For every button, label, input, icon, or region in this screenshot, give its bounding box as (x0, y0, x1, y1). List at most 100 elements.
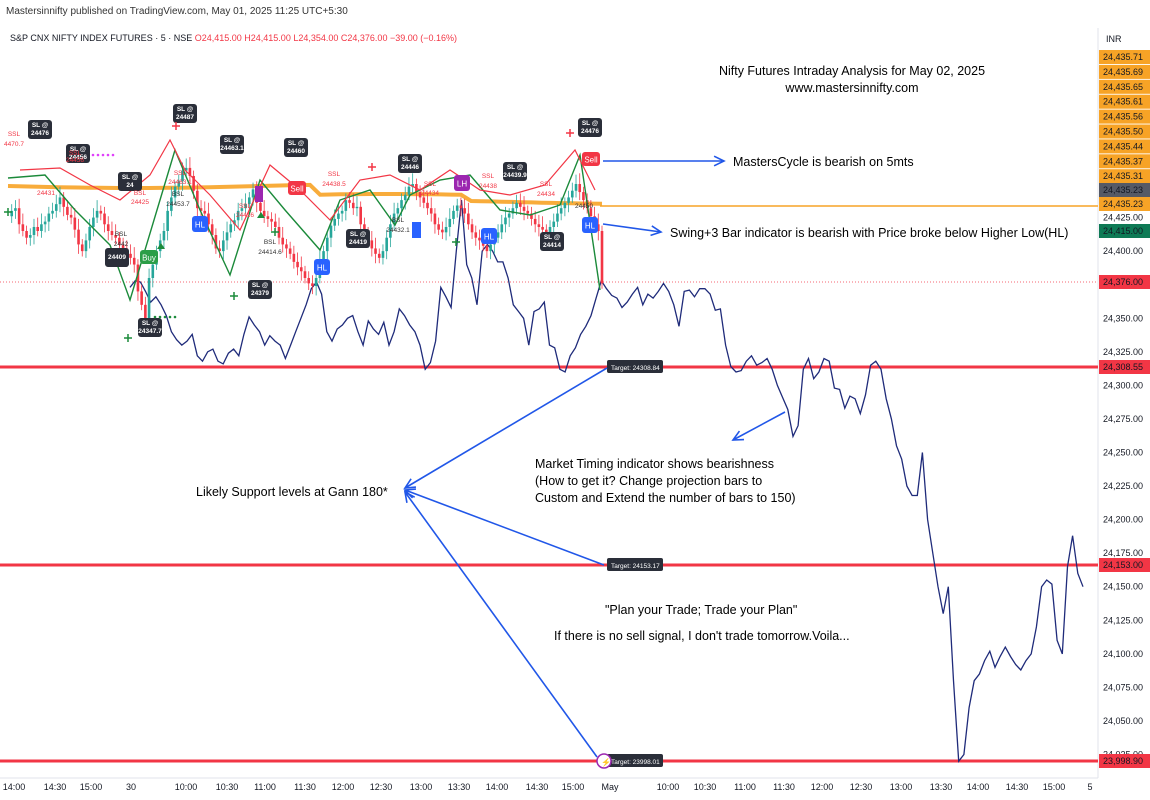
candle (69, 206, 73, 225)
candle (177, 174, 181, 195)
candle (233, 213, 236, 231)
candle (385, 229, 388, 260)
candle (162, 222, 166, 249)
candle-body (578, 184, 582, 193)
candle-body (322, 251, 325, 260)
candle (40, 213, 43, 238)
sell-badge-text: Sell (290, 185, 304, 194)
target-label-bg (607, 360, 663, 373)
candle-body (66, 206, 69, 215)
level-label: 24463.1 (168, 179, 192, 186)
candle-body (411, 184, 414, 187)
dot-marker-green (158, 315, 162, 319)
candle-body (478, 237, 481, 241)
sl-marker-title: SL @ (122, 174, 138, 181)
candle-body (80, 244, 84, 252)
candle (392, 202, 396, 230)
candle-body (459, 205, 463, 209)
candle-body (311, 283, 314, 287)
sell-badge-bg (288, 181, 306, 195)
x-tick-label: 14:00 (967, 782, 990, 792)
candle-body (325, 237, 329, 252)
candle (426, 193, 429, 215)
candle-body (170, 197, 173, 211)
candle-body (292, 253, 296, 262)
y-tick-label: 24,100.00 (1103, 649, 1143, 659)
candle (236, 202, 240, 229)
y-tick-label: 24,150.00 (1103, 582, 1143, 592)
candle-body (489, 244, 492, 252)
lightning-icon (596, 753, 612, 769)
dot-marker-magenta (111, 153, 115, 157)
target-label: Target: 24153.17 (611, 563, 660, 570)
swing-zigzag-green (7, 147, 601, 303)
sl-marker-title: SL @ (32, 122, 48, 129)
candle-body (73, 217, 77, 230)
plan-annotation: "Plan your Trade; Trade your Plan" (605, 603, 797, 617)
x-tick-label: 12:30 (850, 782, 873, 792)
candle-body (10, 210, 14, 217)
candle (129, 244, 132, 265)
candle-body (210, 224, 214, 236)
sl-marker-value: 24379 (251, 290, 269, 297)
candle (14, 200, 17, 219)
candle-body (441, 229, 444, 233)
sl-marker-value: 24456 (69, 154, 87, 161)
candle-body (162, 231, 166, 241)
level-label: SSL (328, 171, 341, 178)
candle (422, 189, 426, 209)
sl-marker-bg (398, 154, 422, 173)
no-sell-annotation: If there is no sell signal, I don't trad… (554, 629, 850, 643)
candle (281, 226, 285, 253)
level-label: 24416 (236, 212, 254, 219)
y-tick-label: 24,250.00 (1103, 447, 1143, 457)
candle-body (47, 213, 51, 222)
dot-marker-magenta (96, 153, 100, 157)
candle (455, 198, 459, 218)
stack-label-bg (1099, 169, 1150, 184)
x-tick-label: 13:30 (448, 782, 471, 792)
candle-body (177, 181, 181, 187)
candle (84, 233, 88, 258)
target-label-bg (607, 558, 663, 571)
candle-body (140, 291, 143, 305)
x-tick-label: 15:00 (562, 782, 585, 792)
candle (106, 216, 110, 241)
stack-label-bg (1099, 50, 1150, 64)
candle-body (196, 190, 199, 209)
candle-body (251, 189, 255, 198)
candle (563, 197, 567, 217)
y-tick-label: 24,050.00 (1103, 716, 1143, 726)
ohlc-open: O24,415.00 (194, 33, 242, 43)
candle (303, 265, 307, 284)
candle-body (218, 248, 221, 252)
sl-marker-bg (503, 162, 527, 181)
x-tick-label: 30 (126, 782, 136, 792)
sl-marker-bg (220, 135, 244, 154)
candle-body (348, 200, 351, 203)
sl-marker-bg (105, 248, 129, 267)
sl-marker-value: 24476 (581, 128, 599, 135)
x-tick-label: 13:00 (410, 782, 433, 792)
ohlc-low: L24,354.00 (293, 33, 339, 43)
x-tick-label: May (601, 782, 619, 792)
x-tick-label: 14:30 (526, 782, 549, 792)
x-tick-label: 5 (1087, 782, 1092, 792)
candle-body (400, 200, 403, 209)
candle (437, 217, 440, 236)
candle (292, 245, 296, 269)
hl-badge-3: HL (481, 228, 497, 244)
candle-body (288, 248, 292, 254)
ohlc-change: −39.00 (−0.16%) (389, 33, 458, 43)
candle (277, 217, 281, 245)
candle (77, 218, 80, 254)
sl-marker-value: 24 (126, 182, 134, 189)
candle (66, 200, 69, 221)
candle (92, 208, 95, 237)
candle-body (444, 226, 448, 233)
candle-body (95, 210, 99, 218)
stack-label-bg (1099, 64, 1150, 79)
candle (459, 197, 463, 217)
